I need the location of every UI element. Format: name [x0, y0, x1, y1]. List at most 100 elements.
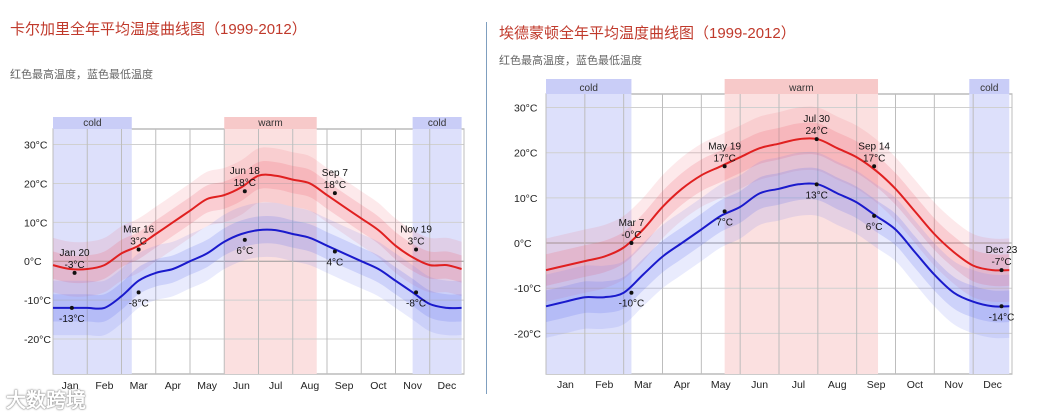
- annotation-date: Mar 7: [619, 218, 645, 229]
- season-header-cold: [412, 117, 462, 129]
- annotation-date: Mar 16: [123, 225, 155, 236]
- annotation-point: [722, 164, 727, 169]
- season-header-warm: [224, 117, 317, 129]
- annotation-value: -14°C: [989, 312, 1015, 323]
- min-temp-line: [53, 228, 462, 310]
- month-label: Nov: [403, 380, 422, 392]
- annotation-point: [414, 247, 419, 252]
- annotation-date: Jun 18: [230, 166, 260, 177]
- season-band-cold: [412, 129, 462, 374]
- annotation-value: -8°C: [406, 298, 426, 309]
- max-temp-line: [52, 173, 462, 271]
- month-label: Feb: [595, 379, 613, 391]
- month-label: Jan: [62, 380, 79, 392]
- month-label: Nov: [944, 379, 963, 391]
- annotation-point: [722, 209, 727, 214]
- min-temp-line: [545, 182, 1010, 308]
- annotation-date: Nov 19: [400, 225, 432, 236]
- chart-subtitle-right: 红色最高温度，蓝色最低温度: [499, 55, 642, 67]
- annotation-date: Sep 7: [322, 168, 349, 179]
- month-label: Dec: [983, 379, 1002, 391]
- annotation-point: [332, 191, 337, 196]
- season-header-cold: [53, 117, 132, 129]
- annotation-value: -7°C: [991, 257, 1011, 268]
- annotation-value: 18°C: [324, 180, 346, 191]
- y-tick-label: 0°C: [514, 238, 532, 250]
- month-label: Jun: [233, 380, 250, 392]
- season-band-cold: [53, 129, 132, 374]
- month-label: Jan: [557, 379, 574, 391]
- chart-title-left: 卡尔加里全年平均温度曲线图（1999-2012）: [10, 21, 307, 38]
- y-tick-label: -20°C: [514, 328, 541, 340]
- min-temp-band: [546, 167, 1010, 323]
- annotation-point: [999, 304, 1004, 309]
- y-tick-label: -20°C: [24, 334, 51, 346]
- month-label: Sep: [867, 379, 886, 391]
- month-label: Aug: [828, 379, 847, 391]
- annotation-value: 3°C: [408, 237, 425, 248]
- annotation-date: Jan 20: [60, 248, 90, 259]
- annotation-point: [136, 290, 141, 295]
- month-label: Sep: [335, 380, 354, 392]
- max-temp-band: [546, 122, 1010, 287]
- max-temp-line: [545, 137, 1010, 272]
- annotation-point: [629, 241, 634, 246]
- month-label: Apr: [165, 380, 182, 392]
- y-tick-label: -10°C: [514, 283, 541, 295]
- month-label: Oct: [370, 380, 386, 392]
- annotation-value: 13°C: [805, 190, 827, 201]
- y-tick-label: 30°C: [24, 140, 48, 152]
- min-temp-band: [53, 202, 462, 336]
- season-header-cold: [546, 79, 632, 94]
- month-label: May: [197, 380, 218, 392]
- annotation-point: [136, 247, 141, 252]
- annotation-value: 24°C: [805, 126, 827, 137]
- annotation-point: [332, 249, 337, 254]
- annotation-value: 17°C: [713, 153, 735, 164]
- month-label: Dec: [438, 380, 457, 392]
- chart-subtitle-left: 红色最高温度，蓝色最低温度: [10, 69, 153, 81]
- month-label: Mar: [130, 380, 149, 392]
- season-band-warm: [724, 94, 879, 374]
- annotation-value: 17°C: [863, 153, 885, 164]
- annotation-value: 3°C: [130, 237, 147, 248]
- season-label: cold: [980, 83, 998, 94]
- month-label: Jul: [792, 379, 805, 391]
- season-band-cold: [969, 94, 1010, 374]
- month-label: Apr: [674, 379, 691, 391]
- max-temp-band: [546, 106, 1010, 303]
- season-label: cold: [83, 118, 101, 129]
- annotation-value: -13°C: [59, 314, 85, 325]
- annotation-value: 6°C: [866, 222, 883, 233]
- season-label: cold: [580, 83, 598, 94]
- y-tick-label: 0°C: [24, 256, 42, 268]
- month-label: Oct: [907, 379, 923, 391]
- chart-title-right: 埃德蒙顿全年平均温度曲线图（1999-2012）: [499, 25, 796, 42]
- panel-divider: [486, 22, 487, 394]
- month-label: Mar: [634, 379, 653, 391]
- max-temp-band: [53, 161, 462, 284]
- y-tick-label: 10°C: [514, 193, 538, 205]
- y-tick-label: 10°C: [24, 217, 48, 229]
- month-label: Feb: [95, 380, 113, 392]
- annotation-date: May 19: [708, 141, 741, 152]
- season-header-cold: [969, 79, 1010, 94]
- y-tick-label: 30°C: [514, 103, 538, 115]
- annotation-point: [999, 268, 1004, 273]
- watermark-logo: 大数跨境: [6, 390, 86, 412]
- min-temp-band: [546, 151, 1010, 339]
- y-tick-label: -10°C: [24, 295, 51, 307]
- annotation-value: 7°C: [716, 217, 733, 228]
- annotation-point: [814, 137, 819, 142]
- season-label: cold: [428, 118, 446, 129]
- annotation-value: -8°C: [129, 298, 149, 309]
- month-label: Jul: [269, 380, 282, 392]
- month-label: Aug: [301, 380, 320, 392]
- annotation-value: 4°C: [326, 258, 343, 269]
- annotation-point: [872, 213, 877, 218]
- y-tick-label: 20°C: [24, 178, 48, 190]
- annotation-value: 6°C: [236, 246, 253, 257]
- max-temp-band: [53, 147, 462, 297]
